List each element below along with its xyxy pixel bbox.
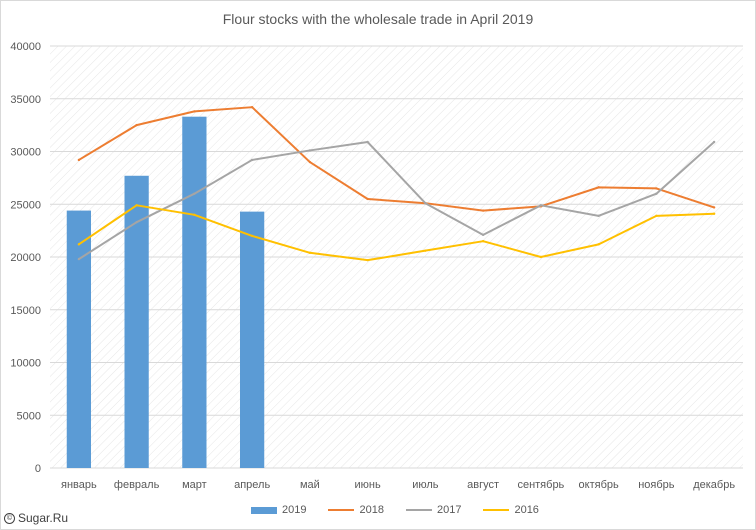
x-tick-label: июнь	[355, 479, 381, 491]
legend-swatch	[483, 509, 510, 511]
line-2016	[78, 204, 715, 262]
y-axis-ticks: 0 5000 10000 15000 20000 25000 30000 35000 40000	[10, 41, 41, 475]
point-2018	[135, 123, 138, 127]
point-2016	[366, 258, 369, 262]
point-2016	[655, 214, 658, 218]
point-2018	[193, 110, 196, 113]
point-2017	[424, 201, 427, 205]
line-2017	[78, 141, 715, 260]
x-tick-label: июль	[412, 479, 439, 491]
point-2016	[193, 213, 196, 216]
x-tick-label: октябрь	[579, 479, 619, 491]
point-2016	[77, 243, 81, 246]
line-series	[77, 105, 716, 262]
point-2017	[712, 140, 716, 144]
legend-label: 2019	[282, 504, 307, 516]
x-tick-label: декабрь	[693, 479, 735, 491]
bar-2019	[66, 210, 92, 468]
point-2017	[655, 192, 658, 195]
x-tick-label: март	[182, 479, 207, 491]
y-tick-label: 0	[35, 463, 41, 475]
x-tick-label: август	[467, 479, 499, 491]
copyright-icon: ©	[4, 512, 15, 524]
point-2018	[77, 158, 81, 162]
point-2018	[250, 105, 254, 109]
source-credit: © Sugar.Ru	[4, 511, 68, 525]
point-2017	[366, 140, 369, 144]
point-2018	[366, 197, 369, 201]
point-2017	[193, 192, 196, 195]
bar-2019	[182, 116, 207, 468]
point-2017	[481, 233, 485, 237]
legend-item-2018: 2018	[328, 504, 384, 516]
point-2017	[250, 158, 254, 162]
point-2016	[424, 249, 427, 252]
bar-series	[66, 116, 265, 468]
y-tick-label: 30000	[10, 147, 41, 159]
legend-item-2019: 2019	[251, 504, 306, 516]
legend-swatch	[405, 509, 432, 511]
legend-item-2017: 2017	[405, 504, 462, 516]
y-tick-label: 35000	[10, 94, 41, 106]
legend-label: 2018	[359, 504, 384, 516]
x-tick-label: ноябрь	[638, 479, 675, 491]
legend: 2019 2018 2017 2016	[251, 504, 561, 516]
y-tick-label: 40000	[10, 41, 41, 53]
point-2017	[308, 149, 312, 152]
point-2016	[597, 243, 600, 246]
bar-2019	[239, 211, 265, 468]
legend-label: 2016	[514, 504, 539, 516]
point-2018	[481, 209, 485, 212]
point-2018	[597, 186, 600, 189]
point-2017	[135, 220, 138, 224]
chart-title: Flour stocks with the wholesale trade in…	[222, 11, 534, 27]
point-2016	[539, 255, 543, 259]
point-2018	[655, 187, 658, 190]
x-tick-label: февраль	[114, 479, 160, 491]
point-2016	[250, 234, 254, 238]
y-tick-label: 10000	[10, 358, 41, 370]
point-2017	[539, 204, 543, 207]
x-tick-label: май	[300, 479, 320, 491]
x-tick-label: сентябрь	[517, 479, 564, 491]
legend-swatch	[251, 506, 277, 514]
legend-swatch	[328, 509, 355, 511]
x-tick-label: январь	[61, 479, 97, 491]
point-2016	[135, 204, 138, 207]
legend-label: 2017	[436, 504, 462, 516]
x-tick-label: апрель	[234, 479, 270, 491]
legend-item-2016: 2016	[483, 504, 539, 516]
y-tick-label: 25000	[10, 199, 41, 211]
point-2016	[308, 251, 312, 254]
line-2018	[78, 106, 715, 212]
point-2018	[308, 160, 312, 164]
point-2017	[597, 214, 600, 218]
point-2016	[712, 212, 716, 215]
y-tick-label: 15000	[10, 305, 41, 317]
x-axis-ticks: январь февраль март апрель май июнь июль август…	[61, 479, 735, 491]
gridlines	[50, 45, 743, 469]
bar-2019	[124, 175, 149, 468]
y-tick-label: 5000	[17, 410, 41, 422]
point-2018	[712, 206, 716, 209]
y-tick-label: 20000	[10, 252, 41, 264]
point-2017	[77, 257, 81, 261]
source-label: Sugar.Ru	[18, 511, 69, 525]
point-2016	[481, 239, 485, 243]
